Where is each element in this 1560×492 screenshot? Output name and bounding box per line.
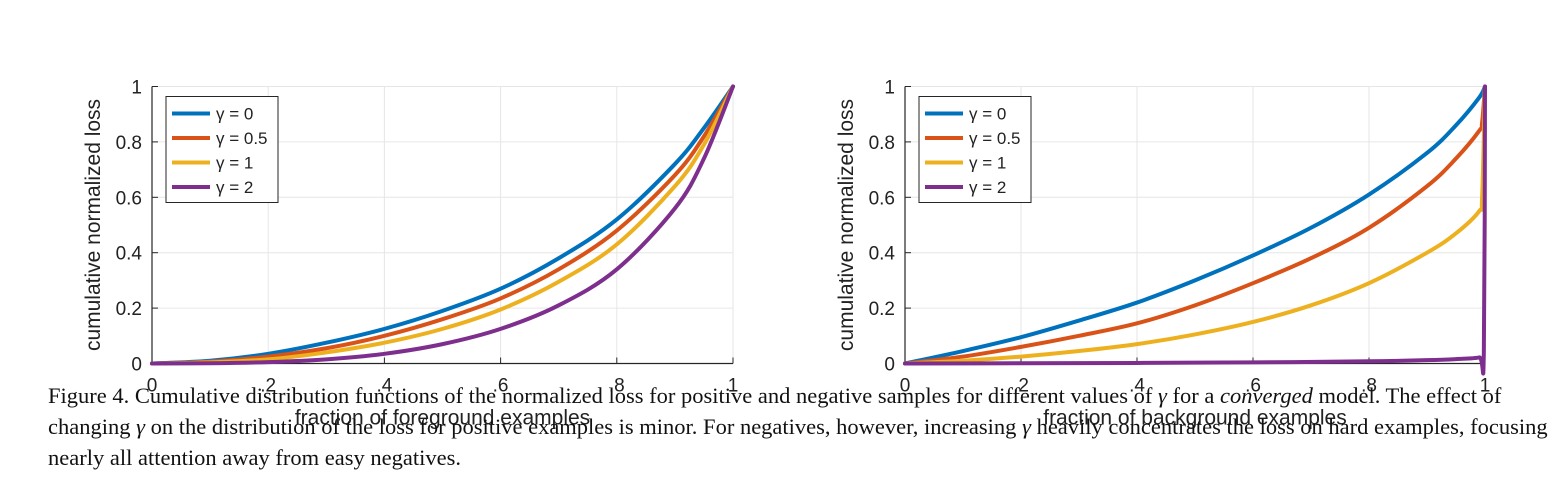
x-tick-label: .2 (260, 376, 276, 397)
y-tick-label: 1 (131, 78, 142, 99)
caption-part3: model. The effect of changing (48, 383, 1502, 439)
y-tick-label: 0.6 (116, 188, 142, 209)
x-axis-label: fraction of background examples (1043, 407, 1347, 430)
legend: γ = 0 γ = 0.5 γ = 1 γ = 2 (918, 96, 1032, 203)
series-line-1 (903, 84, 1487, 366)
x-tick-label: .4 (1129, 376, 1145, 397)
caption-part2: for a (1166, 383, 1220, 408)
x-tick-label: 0 (147, 376, 158, 397)
x-tick-label: .8 (1361, 376, 1377, 397)
x-tick-label: .2 (1013, 376, 1029, 397)
caption-emphasis: converged (1219, 383, 1313, 408)
caption-part5: heavily concentrates the loss on hard ex… (48, 414, 1548, 470)
y-tick-label: 0.6 (869, 188, 895, 209)
x-tick-label: 1 (1480, 376, 1491, 397)
legend-label: γ = 1 (969, 154, 1006, 173)
legend-label: γ = 0.5 (969, 129, 1021, 148)
legend-label: γ = 0.5 (216, 129, 268, 148)
y-tick-label: 0.4 (869, 244, 896, 265)
series-line-2 (903, 84, 1487, 366)
x-tick-label: .4 (376, 376, 392, 397)
caption-gamma-3: γ (1022, 414, 1031, 439)
legend: γ = 0 γ = 0.5 γ = 1 γ = 2 (165, 96, 279, 203)
y-tick-label: 0.4 (116, 244, 143, 265)
x-tick-label: 1 (728, 376, 739, 397)
series-line-3 (903, 84, 1487, 376)
y-tick-label: 0.8 (116, 133, 142, 154)
legend-label: γ = 0 (216, 105, 253, 124)
y-tick-label: 0.2 (869, 299, 895, 320)
series-line-0 (150, 84, 735, 366)
caption-gamma-1: γ (1157, 383, 1167, 408)
series-line-1 (150, 84, 735, 366)
y-tick-label: 0.2 (116, 299, 142, 320)
series-line-3 (150, 84, 735, 366)
y-axis-label: cumulative normalized loss (835, 99, 858, 351)
figure-caption: Figure 4. Cumulative distribution functi… (48, 380, 1548, 473)
legend-label: γ = 2 (216, 178, 253, 197)
y-axis-label: cumulative normalized loss (82, 99, 105, 351)
x-tick-label: 0 (900, 376, 911, 397)
y-tick-label: 0.8 (869, 133, 895, 154)
caption-gamma-2: γ (136, 414, 145, 439)
y-tick-label: 0 (131, 355, 142, 376)
y-tick-label: 0 (884, 355, 895, 376)
x-axis-label: fraction of foreground examples (295, 407, 590, 430)
caption-part4: on the distribution of the loss for posi… (144, 414, 1023, 439)
x-tick-label: .6 (1245, 376, 1261, 397)
caption-part1: Figure 4. Cumulative distribution functi… (48, 383, 1158, 408)
legend-label: γ = 0 (969, 105, 1006, 124)
legend-label: γ = 1 (216, 154, 253, 173)
y-tick-label: 1 (884, 78, 895, 99)
legend-label: γ = 2 (969, 178, 1006, 197)
x-tick-label: .6 (493, 376, 509, 397)
series-line-0 (903, 84, 1487, 366)
series-line-2 (150, 84, 735, 366)
x-tick-label: .8 (609, 376, 625, 397)
